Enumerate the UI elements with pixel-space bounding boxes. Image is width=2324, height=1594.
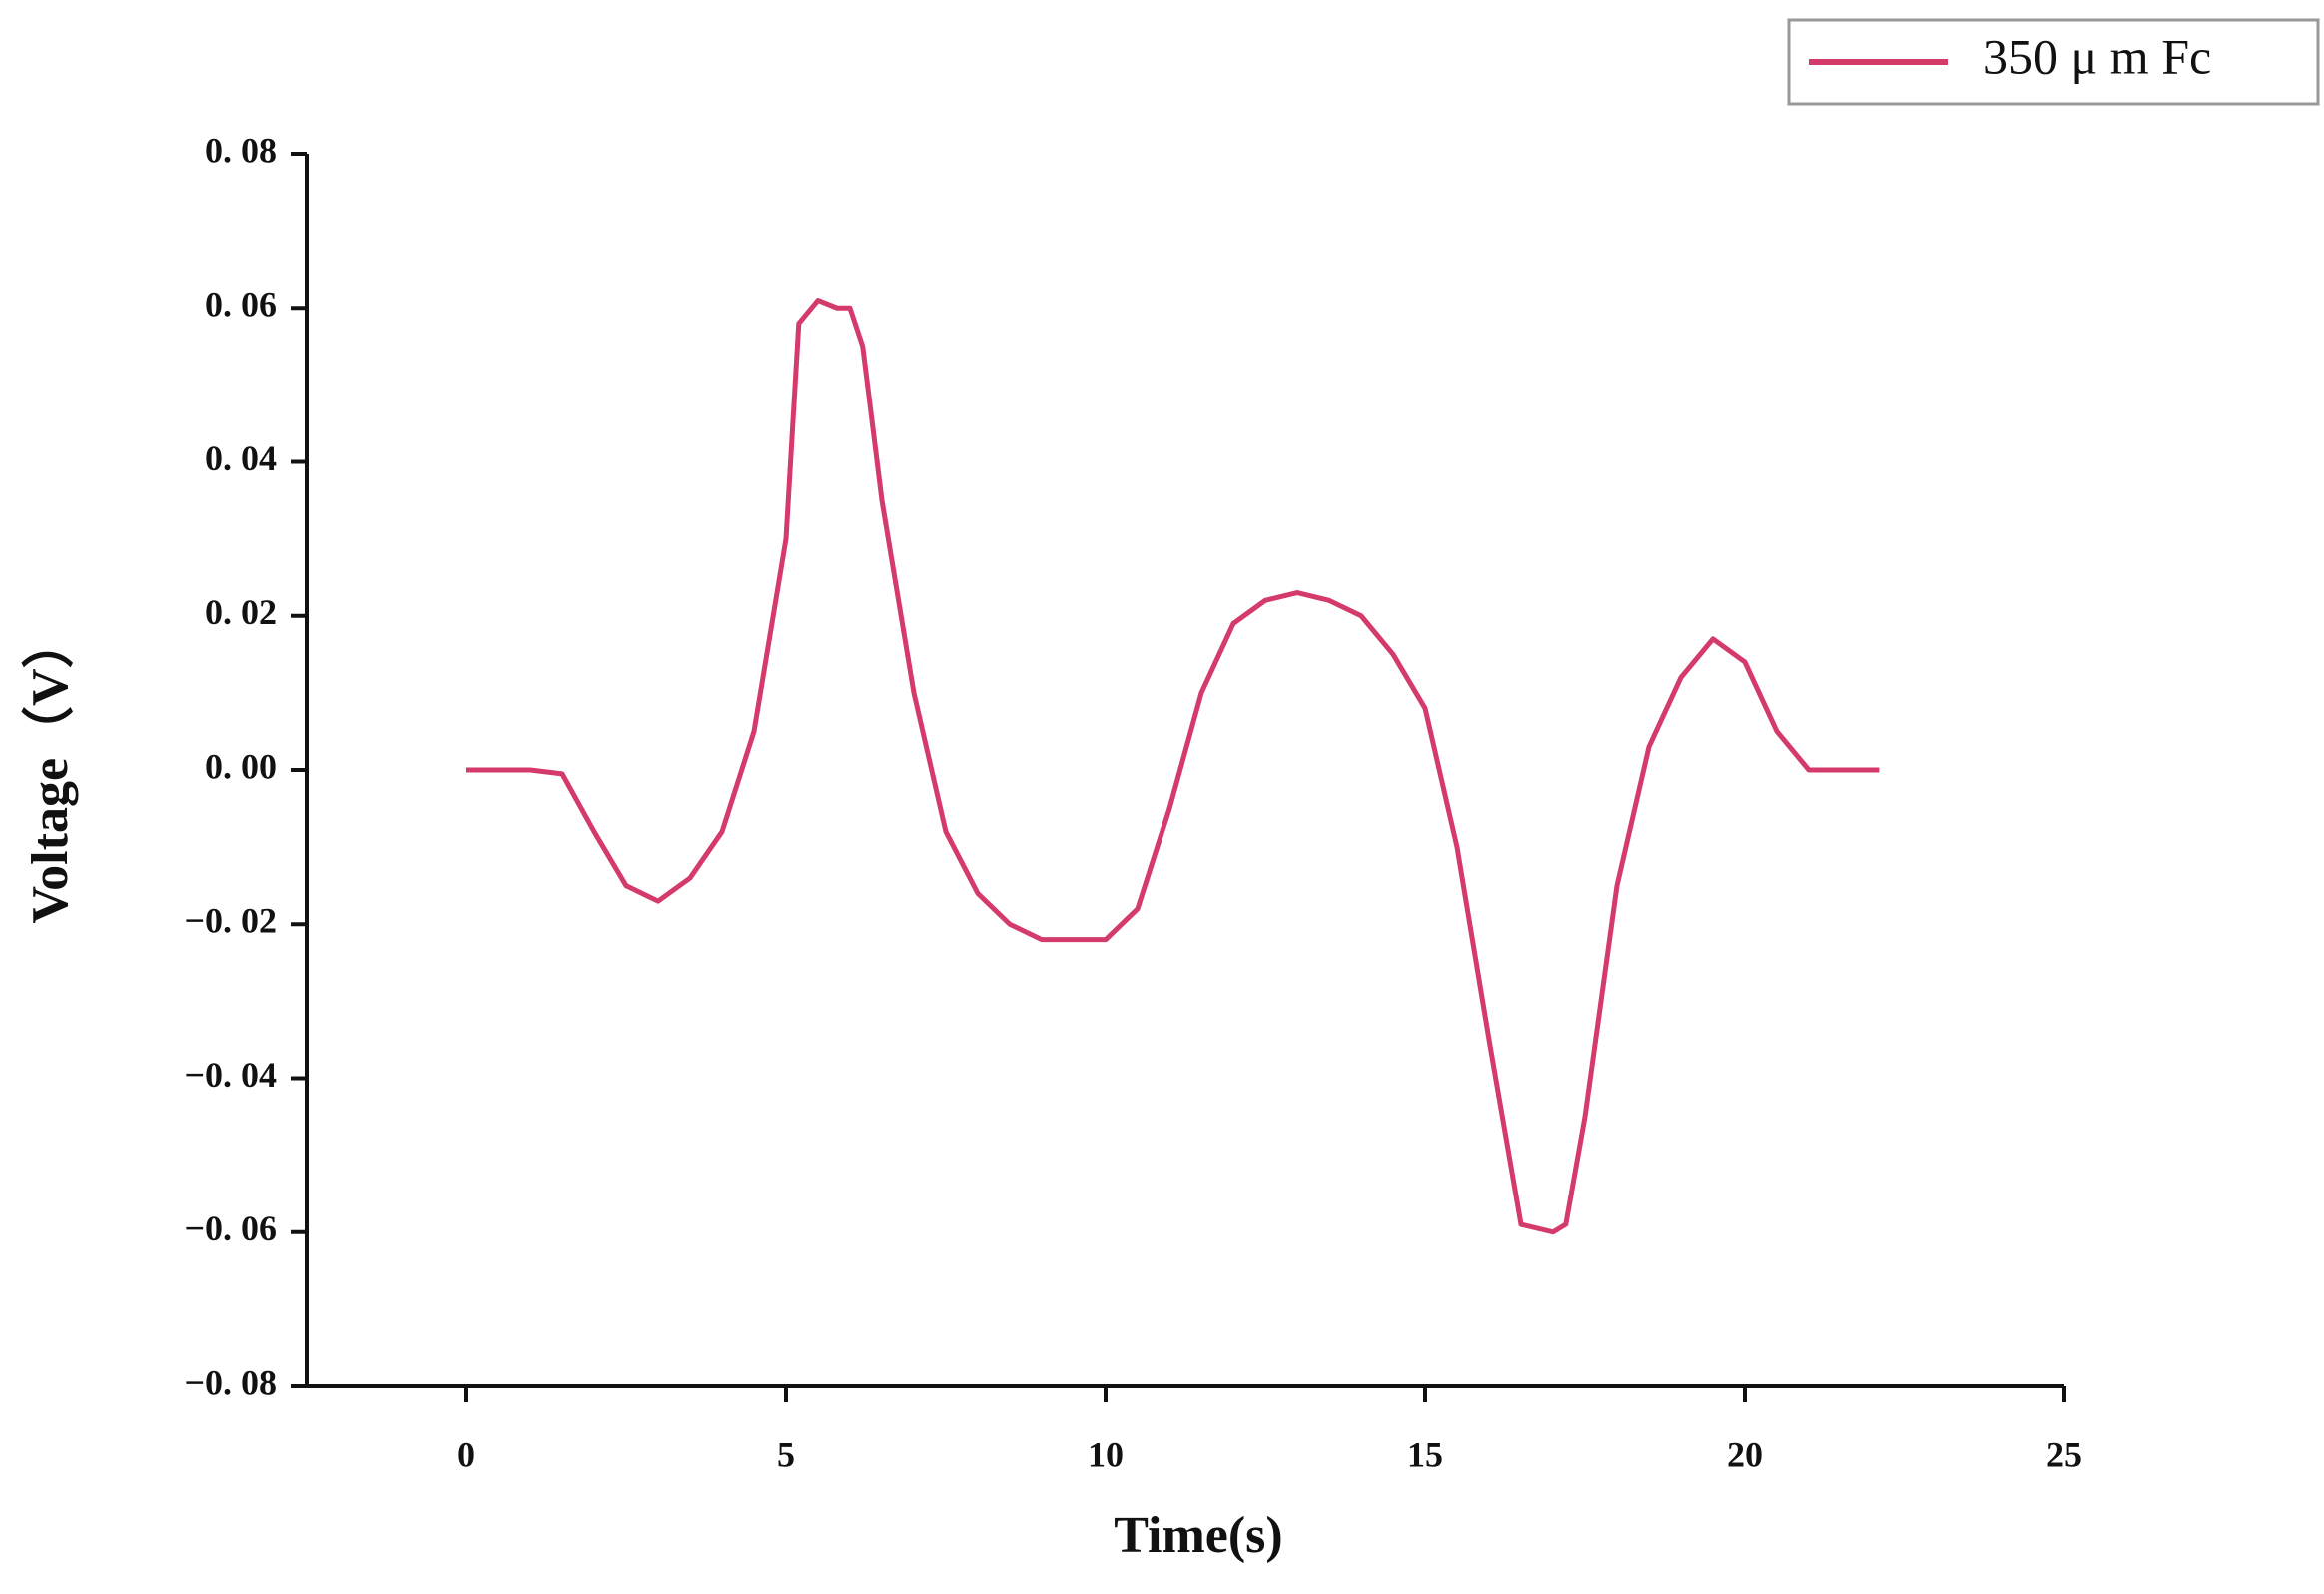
y-tick-label: 0. 00 xyxy=(205,746,277,786)
y-axis-title: Voltage（V） xyxy=(21,616,79,923)
y-tick-label: −0. 02 xyxy=(184,901,277,941)
y-tick-label: −0. 06 xyxy=(184,1208,277,1248)
x-tick-label: 20 xyxy=(1727,1434,1763,1474)
x-tick-label: 0 xyxy=(457,1434,475,1474)
x-tick-label: 10 xyxy=(1088,1434,1124,1474)
data-line xyxy=(466,298,1880,1235)
legend-label: 350 μ m Fc xyxy=(1983,28,2211,84)
x-axis-title: Time(s) xyxy=(1114,1507,1282,1564)
y-tick-label: 0. 06 xyxy=(205,285,277,325)
y-tick-label: −0. 04 xyxy=(184,1055,277,1095)
y-tick-label: −0. 08 xyxy=(184,1362,277,1402)
y-tick-label: 0. 08 xyxy=(205,130,277,170)
y-tick-label: 0. 02 xyxy=(205,592,277,632)
y-tick-label: 0. 04 xyxy=(205,438,277,478)
x-tick-label: 25 xyxy=(2046,1434,2082,1474)
x-tick-label: 15 xyxy=(1407,1434,1443,1474)
x-tick-label: 5 xyxy=(777,1434,795,1474)
